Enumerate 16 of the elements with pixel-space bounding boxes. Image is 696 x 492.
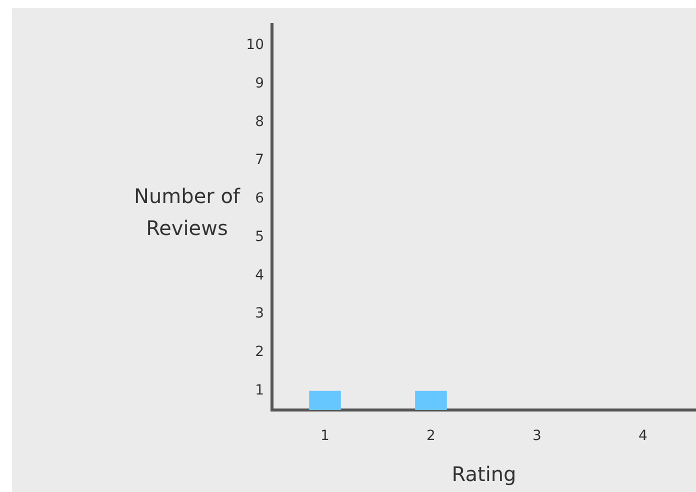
y-tick-label: 1 [255,382,264,398]
y-tick-label: 3 [255,306,264,322]
y-tick-label: 4 [255,267,264,284]
x-axis-title: Rating [452,462,516,486]
x-tick-label: 3 [532,428,542,444]
x-tick-label: 4 [638,428,648,444]
x-tick-label: 1 [320,428,330,444]
y-tick-label: 2 [255,344,264,360]
x-tick-label: 2 [426,428,436,444]
y-tick-label: 10 [246,37,264,54]
y-tick-label: 9 [255,76,264,92]
y-tick-label: 5 [255,228,264,245]
y-tick-label: 6 [255,190,264,207]
y-tick-label: 8 [255,114,264,130]
y-tick-label: 7 [255,152,264,168]
y-axis-title: Number of Reviews [133,183,242,242]
